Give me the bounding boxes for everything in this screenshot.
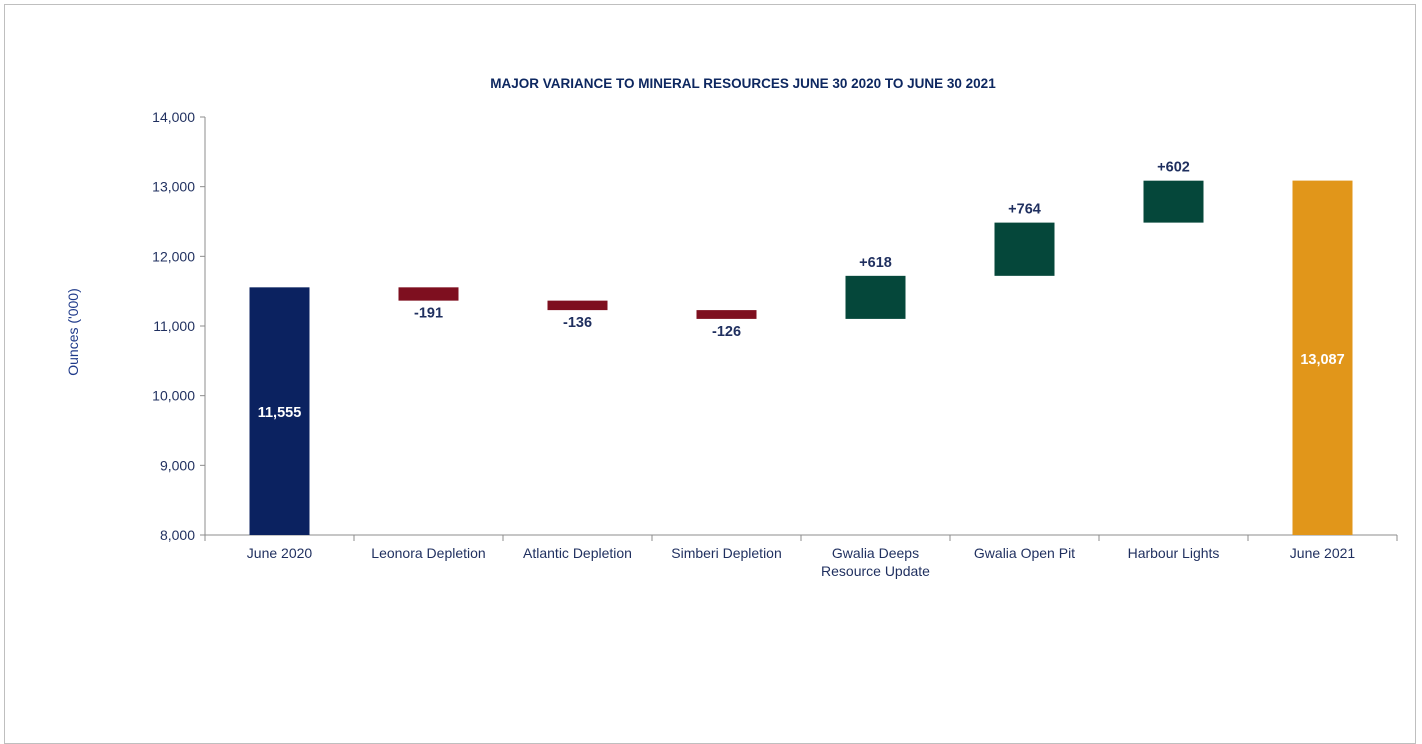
- x-tick-label-7: June 2021: [1290, 545, 1356, 561]
- bar-5: [994, 222, 1055, 276]
- data-label-5: +764: [1008, 202, 1041, 218]
- bar-0: [249, 287, 310, 535]
- bars: [249, 180, 1353, 536]
- y-tick-label: 10,000: [152, 388, 195, 404]
- data-label-1: -191: [414, 306, 443, 322]
- chart-title: MAJOR VARIANCE TO MINERAL RESOURCES JUNE…: [490, 76, 996, 91]
- x-tick-label-2: Atlantic Depletion: [523, 545, 632, 561]
- bar-7: [1292, 180, 1353, 536]
- data-label-4: +618: [859, 255, 892, 271]
- bar-2: [547, 300, 608, 311]
- y-tick-label: 9,000: [160, 457, 195, 473]
- y-axis-label: Ounces ('000): [65, 288, 81, 376]
- data-label-0: 11,555: [258, 405, 302, 421]
- y-tick-label: 12,000: [152, 248, 195, 264]
- bar-1: [398, 287, 459, 301]
- x-tick-label-4: Gwalia Deeps: [832, 545, 919, 561]
- chart-frame: [4, 4, 1416, 744]
- data-label-3: -126: [712, 324, 741, 340]
- data-label-7: 13,087: [1300, 352, 1344, 368]
- x-tick-label-4: Resource Update: [821, 563, 930, 579]
- x-tick-label-0: June 2020: [247, 545, 313, 561]
- x-tick-label-3: Simberi Depletion: [671, 545, 782, 561]
- y-tick-label: 13,000: [152, 179, 195, 195]
- y-tick-label: 11,000: [153, 318, 195, 334]
- data-label-6: +602: [1157, 160, 1190, 176]
- bar-6: [1143, 180, 1204, 223]
- x-tick-label-5: Gwalia Open Pit: [974, 545, 1075, 561]
- y-tick-label: 14,000: [152, 109, 195, 125]
- axes: 8,000 9,000 10,000 11,000 12,000 13,000 14,000: [152, 109, 1398, 543]
- data-label-2: -136: [563, 315, 592, 331]
- bar-4: [845, 275, 906, 319]
- data-labels: 11,555 -191 -136 -126 +618 +764 +602 13,087: [258, 160, 1345, 421]
- x-tick-labels: June 2020 Leonora Depletion Atlantic Deple…: [247, 545, 1356, 579]
- x-tick-label-1: Leonora Depletion: [371, 545, 485, 561]
- y-tick-label: 8,000: [160, 527, 195, 543]
- x-tick-label-6: Harbour Lights: [1128, 545, 1220, 561]
- bar-3: [696, 310, 757, 319]
